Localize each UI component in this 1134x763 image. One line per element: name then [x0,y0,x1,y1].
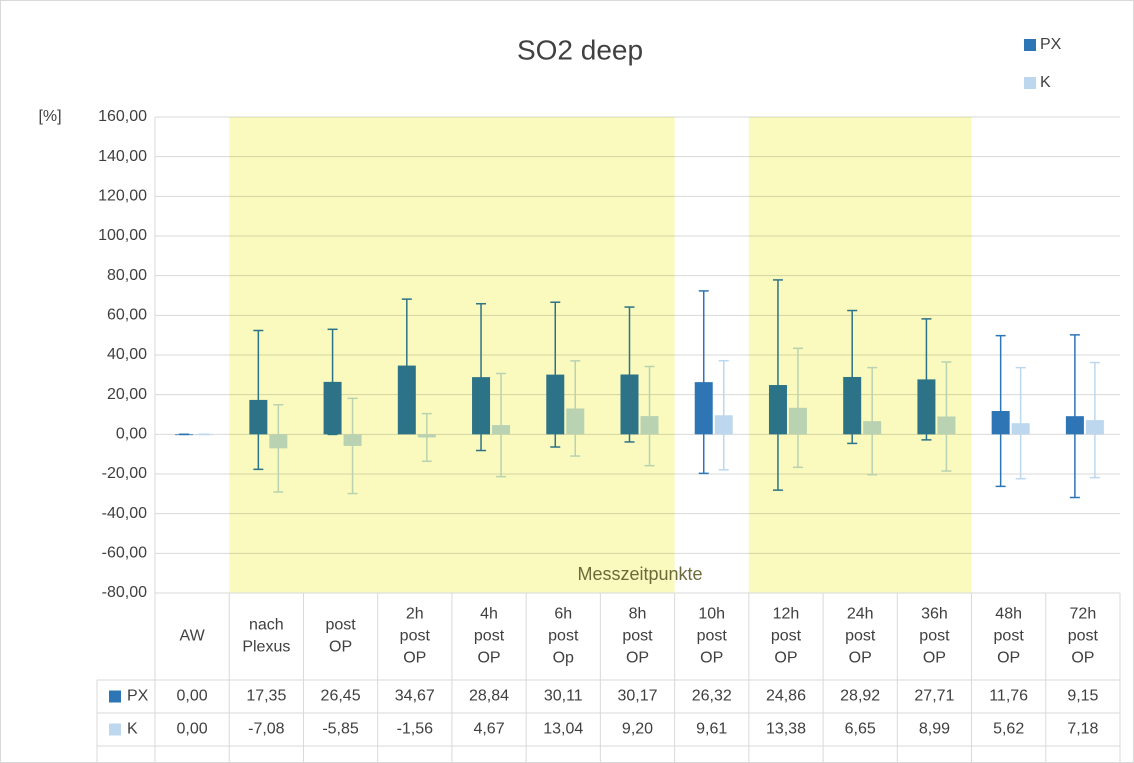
y-axis-label: [%] [38,108,61,125]
legend-swatch [1024,77,1036,89]
legend-label: PX [127,688,149,705]
annotation: Messzeitpunkte [577,564,702,584]
error-bar [698,290,709,475]
table-value: -1,56 [397,721,434,738]
legend-swatch [109,690,121,703]
legend-swatch [109,723,121,736]
error-bar [1069,334,1080,499]
legend-label: PX [1040,36,1062,53]
table-value: 13,04 [543,721,583,738]
table-value: 9,15 [1067,688,1098,705]
table-value: -7,08 [248,721,285,738]
table-value: 7,18 [1067,721,1098,738]
y-tick-label: 100,00 [98,227,147,244]
table-value: 0,00 [177,721,208,738]
table-value: 11,76 [989,688,1028,705]
y-tick-label: -60,00 [102,545,147,562]
x-tick-label: 24h post OP [845,606,876,667]
y-tick-label: -40,00 [102,505,147,522]
legend-label: K [127,721,138,738]
y-tick-label: -80,00 [102,584,147,601]
table-value: 26,45 [321,688,361,705]
legend-swatch [1024,39,1036,51]
x-tick-label: nach Plexus [242,617,290,656]
x-tick-label: AW [180,628,206,645]
x-tick-label: 36h post OP [919,606,950,667]
table-value: 30,17 [617,688,657,705]
table-value: 4,67 [473,721,504,738]
x-tick-label: 6h post Op [548,606,579,667]
error-bar [1015,366,1026,480]
chart-title: SO2 deep [517,34,643,65]
x-tick-label: post OP [325,617,356,656]
table-value: 28,92 [840,688,880,705]
y-tick-label: 0,00 [116,426,147,443]
error-bar [995,334,1006,488]
legend-label: K [1040,74,1051,91]
table-value: 0,00 [177,688,208,705]
table-value: 28,84 [469,688,509,705]
error-bar [718,359,729,471]
y-tick-label: 120,00 [98,188,147,205]
table-value: 5,62 [993,721,1024,738]
table-value: 17,35 [246,688,286,705]
y-tick-label: 20,00 [107,386,147,403]
y-tick-label: 160,00 [98,108,147,125]
table-value: 24,86 [766,688,806,705]
x-tick-label: 10h post OP [697,606,728,667]
table-value: 30,11 [544,688,583,705]
x-tick-label: 2h post OP [400,606,431,667]
table-value: 9,20 [622,721,653,738]
highlight-band [229,117,675,593]
table-value: 26,32 [692,688,732,705]
x-tick-label: 72h post OP [1068,606,1099,667]
table-value: 13,38 [766,721,806,738]
x-tick-label: 12h post OP [771,606,802,667]
table-value: 8,99 [919,721,950,738]
y-tick-label: 140,00 [98,148,147,165]
error-bar [1089,361,1100,479]
x-tick-label: 48h post OP [994,606,1025,667]
table-value: 34,67 [395,688,435,705]
table-value: 6,65 [845,721,876,738]
table-value: 27,71 [914,688,954,705]
x-tick-label: 4h post OP [474,606,505,667]
y-tick-label: 40,00 [107,346,147,363]
y-tick-label: -20,00 [102,465,147,482]
table-value: 9,61 [696,721,727,738]
highlight-band [748,117,972,593]
x-tick-label: 8h post OP [622,606,653,667]
table-value: -5,85 [322,721,359,738]
y-tick-label: 80,00 [107,267,147,284]
y-tick-label: 60,00 [107,307,147,324]
